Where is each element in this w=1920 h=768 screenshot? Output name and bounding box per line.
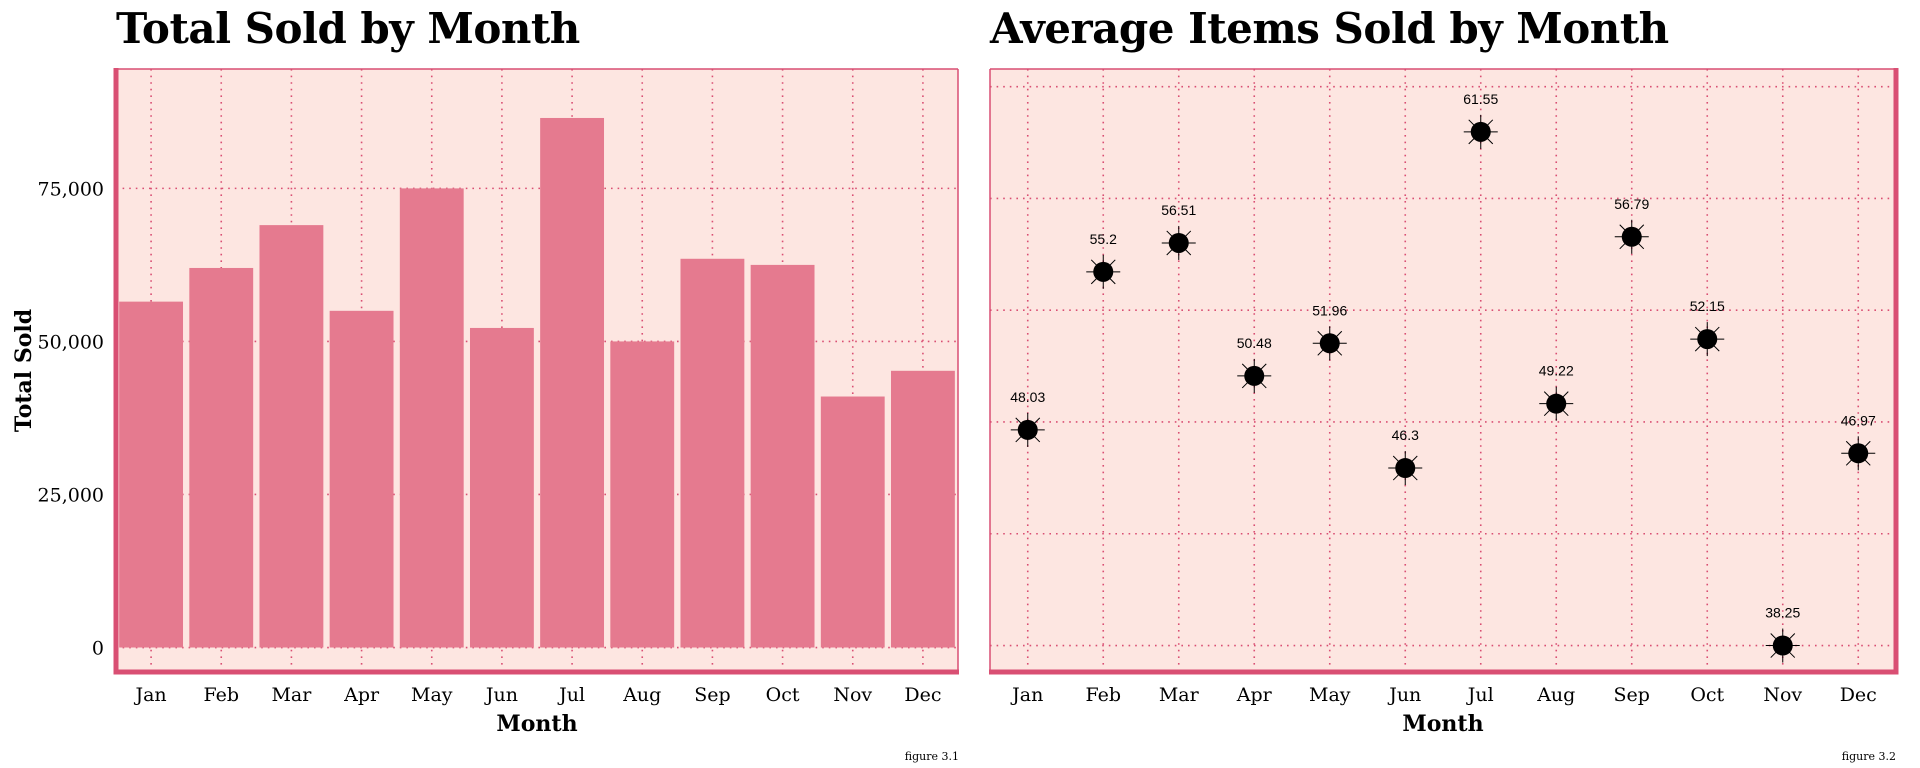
data-label: 52.15 (1690, 298, 1725, 314)
data-label: 46.3 (1392, 427, 1419, 443)
plot-background (990, 69, 1896, 672)
x-tick-label: Mar (1159, 684, 1200, 706)
data-point (1841, 436, 1876, 471)
x-tick-label: Jun (1387, 684, 1421, 706)
x-tick-label: Mar (271, 684, 312, 706)
data-point (1086, 254, 1121, 289)
bar (119, 301, 184, 648)
data-label: 50.48 (1237, 335, 1272, 351)
bar (329, 310, 394, 648)
x-tick-label: Apr (343, 684, 380, 706)
x-tick-label: Jun (484, 684, 518, 706)
x-tick-label: Jul (1466, 684, 1494, 706)
x-axis-title: Month (496, 711, 577, 737)
point-marker (1017, 419, 1038, 440)
bar (540, 117, 605, 648)
x-tick-label: May (411, 684, 453, 706)
x-tick-label: Oct (1690, 684, 1724, 706)
data-label: 38.25 (1765, 605, 1800, 621)
bar (820, 396, 885, 648)
data-point (1690, 322, 1725, 357)
bar (189, 267, 254, 648)
y-tick-label: 25,000 (38, 484, 104, 506)
bar (610, 341, 675, 648)
data-point (1312, 326, 1347, 361)
x-tick-label: Nov (1763, 684, 1802, 706)
data-label: 46.97 (1841, 412, 1876, 428)
x-tick-label: Sep (1614, 684, 1650, 706)
point-marker (1772, 635, 1793, 656)
average-items-chart-panel: Average Items Sold by Month 48.03 55.2 56.… (962, 0, 1920, 768)
bar (399, 188, 464, 648)
x-axis-title: Month (1402, 711, 1483, 737)
point-marker (1470, 121, 1491, 142)
figure-caption: figure 3.2 (1841, 750, 1896, 763)
x-tick-label: Jan (133, 684, 166, 706)
bar (750, 264, 815, 648)
scatter-chart-svg: 48.03 55.2 56.51 50.48 51.96 46.3 61.55 49.22 56… (989, 68, 1899, 737)
bar (890, 370, 955, 648)
bar (680, 258, 745, 648)
data-label: 49.22 (1539, 363, 1574, 379)
x-tick-label: Apr (1236, 684, 1273, 706)
chart-title: Average Items Sold by Month (990, 4, 1669, 53)
point-marker (1848, 443, 1869, 464)
point-marker (1244, 365, 1265, 386)
x-tick-label: Sep (694, 684, 730, 706)
x-tick-label: Feb (203, 684, 239, 706)
y-tick-label: 75,000 (38, 178, 104, 200)
x-tick-label: Aug (622, 684, 661, 706)
data-point (1237, 358, 1272, 393)
data-label: 61.55 (1463, 91, 1498, 107)
x-tick-label: Oct (766, 684, 800, 706)
point-marker (1319, 333, 1340, 354)
y-axis-title: Total Sold (11, 309, 37, 432)
point-marker (1093, 261, 1114, 282)
data-label: 55.2 (1090, 231, 1117, 247)
x-tick-label: Feb (1085, 684, 1121, 706)
x-tick-label: Jan (1010, 684, 1043, 706)
data-point (1010, 412, 1045, 447)
plot-background (116, 69, 958, 672)
point-marker (1395, 458, 1416, 479)
bar (469, 327, 534, 648)
data-point (1463, 114, 1498, 149)
data-point (1161, 225, 1196, 260)
point-marker (1546, 393, 1567, 414)
data-point (1388, 451, 1423, 486)
x-tick-label: May (1309, 684, 1351, 706)
data-point (1539, 386, 1574, 421)
figure-caption: figure 3.1 (904, 750, 959, 763)
bar (259, 225, 324, 648)
x-tick-label: Dec (904, 684, 941, 706)
data-label: 56.79 (1614, 196, 1649, 212)
data-label: 51.96 (1312, 302, 1347, 318)
x-tick-label: Dec (1840, 684, 1877, 706)
point-marker (1697, 329, 1718, 350)
x-tick-label: Aug (1536, 684, 1575, 706)
data-point (1614, 219, 1649, 254)
point-marker (1168, 232, 1189, 253)
x-tick-label: Nov (833, 684, 872, 706)
bar-chart-svg: Jan Feb Mar Apr May Jun Jul Aug Sep Oct Nov Dec 0 25,… (11, 68, 959, 737)
total-sold-chart-panel: Total Sold by Month Jan Feb Mar Apr May Jun Ju… (11, 4, 959, 763)
data-point (1765, 628, 1800, 663)
y-tick-label: 0 (92, 638, 104, 660)
point-marker (1621, 226, 1642, 247)
x-tick-label: Jul (557, 684, 585, 706)
y-tick-label: 50,000 (38, 331, 104, 353)
data-label: 48.03 (1010, 389, 1045, 405)
chart-title: Total Sold by Month (116, 4, 580, 53)
data-label: 56.51 (1161, 202, 1196, 218)
